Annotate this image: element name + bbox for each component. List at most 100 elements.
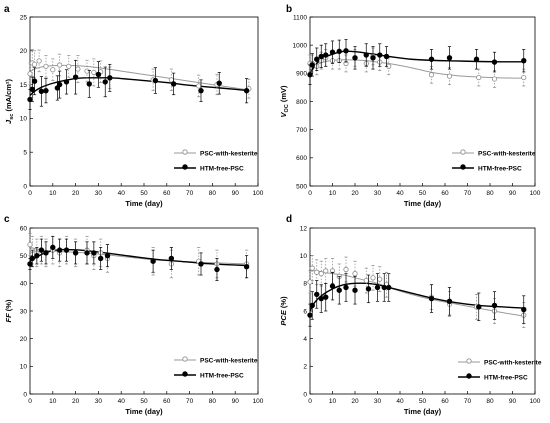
data-point-htm-free xyxy=(318,295,324,302)
data-point-htm-free xyxy=(31,78,38,84)
legend-label: HTM-free-PSC xyxy=(484,374,528,381)
data-point-htm-free xyxy=(336,287,342,293)
y-axis-title-main: V xyxy=(279,112,288,118)
plot-frame xyxy=(309,227,536,395)
x-tick-label: 90 xyxy=(509,398,517,405)
data-point-htm-free xyxy=(318,53,324,60)
y-tick-label: 4 xyxy=(303,336,307,343)
y-axis-title-main: FF xyxy=(4,313,13,323)
data-point-kesterite xyxy=(36,58,42,64)
x-tick-label: 30 xyxy=(95,190,103,197)
y-axis-title: PCE (%) xyxy=(279,296,288,326)
x-axis-title: Time (day) xyxy=(125,407,163,416)
y-tick-label: 900 xyxy=(296,71,307,78)
x-tick-label: 40 xyxy=(118,398,126,405)
panel-letter: d xyxy=(286,214,292,225)
legend-marker xyxy=(466,373,472,379)
data-point-htm-free xyxy=(329,49,336,55)
data-point-kesterite xyxy=(75,66,81,72)
data-point-kesterite xyxy=(66,63,72,69)
x-tick-label: 70 xyxy=(464,190,472,197)
data-point-htm-free xyxy=(152,77,159,84)
y-tick-label: 700 xyxy=(296,127,307,134)
x-tick-label: 70 xyxy=(464,398,472,405)
x-axis-title: Time (day) xyxy=(404,407,442,416)
data-point-htm-free xyxy=(521,306,527,313)
data-point-htm-free xyxy=(56,247,63,253)
data-point-htm-free xyxy=(43,87,49,94)
data-point-htm-free xyxy=(446,55,453,61)
data-point-htm-free xyxy=(72,74,79,80)
y-tick-label: 6 xyxy=(303,308,307,315)
data-point-htm-free xyxy=(491,59,498,65)
y-tick-label: 500 xyxy=(296,183,307,190)
legend-label: HTM-free-PSC xyxy=(200,372,244,379)
data-point-htm-free xyxy=(198,87,204,94)
data-point-htm-free xyxy=(243,87,250,94)
data-point-htm-free xyxy=(314,291,320,298)
x-tick-label: 60 xyxy=(441,190,449,197)
panel-letter: c xyxy=(4,214,10,225)
y-tick-label: 12 xyxy=(300,225,308,232)
y-axis-title-unit: (%) xyxy=(279,296,288,310)
x-tick-label: 50 xyxy=(140,190,148,197)
x-tick-label: 80 xyxy=(209,398,217,405)
data-point-htm-free xyxy=(86,81,92,87)
data-point-htm-free xyxy=(102,79,108,85)
data-point-kesterite xyxy=(27,242,33,248)
data-point-kesterite xyxy=(377,276,383,282)
data-point-htm-free xyxy=(95,71,102,78)
data-point-htm-free xyxy=(56,81,63,88)
y-tick-label: 50 xyxy=(20,253,28,260)
y-axis-title-sub: sc xyxy=(9,114,15,120)
x-axis-title: Time (day) xyxy=(404,199,442,208)
data-point-htm-free xyxy=(383,53,390,60)
y-axis-title: VOC (mV) xyxy=(279,85,290,118)
legend-marker xyxy=(466,358,472,364)
x-tick-label: 70 xyxy=(186,398,194,405)
y-tick-label: 800 xyxy=(296,99,307,106)
data-point-kesterite xyxy=(84,68,90,74)
data-point-htm-free xyxy=(50,244,56,251)
data-point-htm-free xyxy=(63,247,70,253)
x-tick-label: 50 xyxy=(140,398,148,405)
data-point-htm-free xyxy=(216,80,222,86)
data-point-htm-free xyxy=(214,266,220,273)
data-point-kesterite xyxy=(352,271,358,277)
legend-label: HTM-free-PSC xyxy=(478,165,522,172)
x-tick-label: 0 xyxy=(28,190,32,197)
x-tick-label: 80 xyxy=(486,398,494,405)
x-tick-label: 60 xyxy=(163,398,171,405)
legend-marker xyxy=(460,164,466,170)
legend-label: PSC-with-kesterite xyxy=(200,150,258,157)
y-tick-label: 0 xyxy=(303,391,307,398)
x-tick-label: 10 xyxy=(49,190,57,197)
y-axis-title-unit: (%) xyxy=(4,299,13,313)
y-tick-label: 8 xyxy=(303,281,307,288)
data-point-kesterite xyxy=(27,71,33,77)
y-tick-label: 5 xyxy=(23,150,27,157)
x-tick-label: 20 xyxy=(351,398,359,405)
legend-marker xyxy=(460,149,466,155)
x-tick-label: 40 xyxy=(396,190,404,197)
data-point-htm-free xyxy=(63,79,70,85)
y-tick-label: 20 xyxy=(20,336,28,343)
x-tick-label: 80 xyxy=(209,190,217,197)
y-tick-label: 30 xyxy=(20,308,28,315)
y-tick-label: 600 xyxy=(296,155,307,162)
data-point-htm-free xyxy=(476,304,482,310)
legend-label: PSC-with-kesterite xyxy=(200,357,258,364)
x-tick-label: 100 xyxy=(253,398,264,405)
data-point-kesterite xyxy=(428,72,435,78)
data-point-htm-free xyxy=(38,88,45,95)
x-tick-label: 30 xyxy=(374,398,382,405)
x-tick-label: 40 xyxy=(118,190,126,197)
data-point-htm-free xyxy=(491,302,498,309)
data-point-kesterite xyxy=(521,74,527,81)
panel-d: d 0 10 20 30 40 50 60 70 80 90 100 0 2 4 6 8 10 12 Time (da… xyxy=(279,214,542,416)
data-point-htm-free xyxy=(168,255,175,262)
data-point-kesterite xyxy=(323,268,329,274)
data-point-htm-free xyxy=(336,48,342,55)
data-point-htm-free xyxy=(27,96,33,103)
data-point-htm-free xyxy=(309,302,315,309)
